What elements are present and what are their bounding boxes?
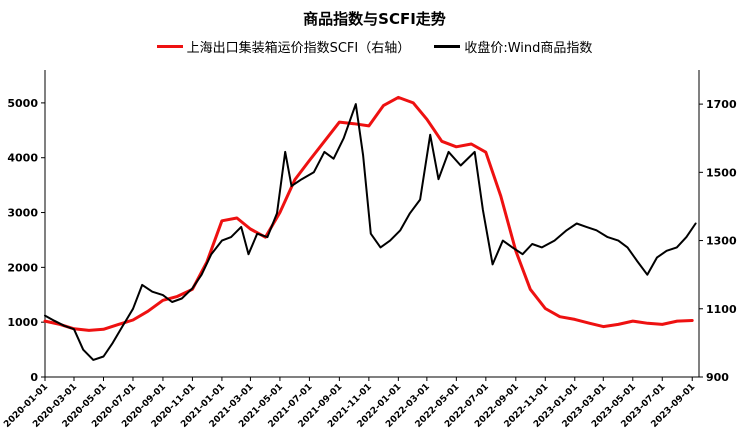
right-tick-label: 1500 xyxy=(706,166,737,179)
chart-title: 商品指数与SCFI走势 xyxy=(303,10,446,28)
right-tick-label: 1300 xyxy=(706,235,737,248)
left-tick-label: 1000 xyxy=(7,316,38,329)
legend-swatch-scfi xyxy=(156,45,183,48)
left-tick-label: 4000 xyxy=(7,152,38,165)
left-tick-label: 3000 xyxy=(7,207,38,220)
legend-item-scfi: 上海出口集装箱运价指数SCFI（右轴） xyxy=(156,37,411,56)
left-tick-label: 2000 xyxy=(7,261,38,274)
legend-label-wind: 收盘价:Wind商品指数 xyxy=(464,41,593,56)
legend-label-scfi: 上海出口集装箱运价指数SCFI（右轴） xyxy=(186,41,411,56)
series-line-wind xyxy=(44,103,697,361)
series-line-scfi xyxy=(43,95,694,332)
legend-swatch-wind xyxy=(434,45,461,48)
right-tick-label: 1100 xyxy=(706,303,737,316)
legend-item-wind: 收盘价:Wind商品指数 xyxy=(434,37,592,56)
right-tick-label: 1700 xyxy=(706,98,737,111)
left-tick-label: 0 xyxy=(30,371,38,384)
legend: 上海出口集装箱运价指数SCFI（右轴） 收盘价:Wind商品指数 xyxy=(0,37,749,56)
right-tick-label: 900 xyxy=(706,371,729,384)
left-tick-label: 5000 xyxy=(7,97,38,110)
